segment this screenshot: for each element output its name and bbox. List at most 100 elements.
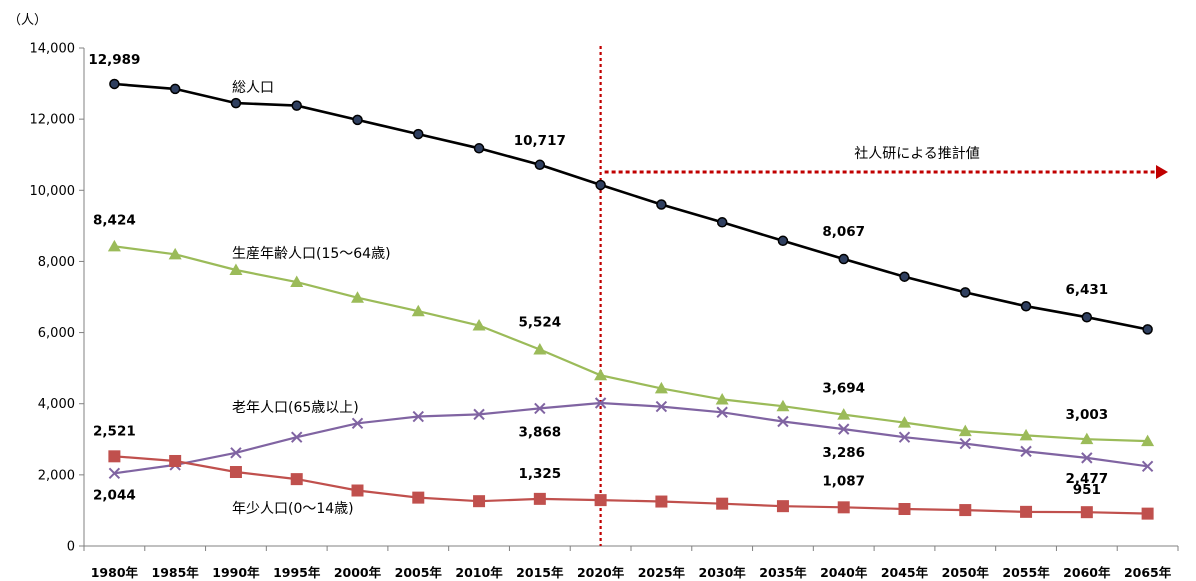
series-point (1020, 505, 1033, 518)
series-point (716, 406, 728, 418)
series-point (351, 484, 364, 497)
series-line-2 (114, 401, 1148, 475)
series-point (715, 392, 729, 405)
x-tick-label: 2015年 (516, 565, 564, 580)
series-line-3 (114, 455, 1148, 515)
series-point (594, 494, 607, 507)
data-label: 3,003 (1065, 407, 1108, 423)
data-label: 8,424 (93, 212, 136, 228)
series-name-label: 老年人口(65歳以上) (232, 400, 359, 416)
x-tick-label: 2040年 (820, 565, 868, 580)
x-tick-label: 2065年 (1124, 565, 1172, 580)
x-tick-label: 2055年 (1002, 565, 1050, 580)
x-tick-label: 2050年 (942, 565, 990, 580)
series-point (229, 263, 243, 275)
x-tick-label: 2000年 (334, 565, 382, 580)
x-tick-label: 2030年 (699, 565, 747, 580)
series-point (838, 253, 849, 265)
series-point (1141, 507, 1154, 520)
series-point (1080, 506, 1093, 519)
y-tick-label: 6,000 (38, 326, 75, 341)
series-point (533, 492, 546, 505)
forecast-arrow-head (1156, 165, 1168, 179)
x-axis: 1980年 1985年 1990年 1995年 2000年 2005年 2010年 2015年… (83, 545, 1179, 580)
series-point (1019, 428, 1033, 441)
series-line-0 (114, 82, 1148, 331)
forecast-annotation: 社人研による推計値 (599, 46, 1168, 546)
series-point (595, 179, 606, 191)
series-point (1142, 324, 1153, 335)
series-name-label: 総人口 (232, 80, 274, 96)
data-label: 2,477 (1065, 471, 1108, 487)
series-point (654, 381, 668, 394)
y-tick-label: 12,000 (30, 113, 76, 128)
y-tick-label: 8,000 (38, 255, 75, 270)
series-point (837, 501, 850, 514)
series-point (169, 454, 182, 467)
series-name-label: 年少人口(0～14歳) (232, 501, 354, 517)
series-point (412, 410, 424, 423)
series-point (898, 416, 911, 428)
x-tick-label: 2010年 (455, 565, 503, 580)
series-point (1081, 452, 1093, 464)
series-point (594, 368, 608, 381)
series-point (473, 143, 485, 154)
series-point (229, 466, 242, 479)
series-point (534, 159, 546, 171)
series-point (1020, 300, 1032, 312)
data-label: 8,067 (822, 224, 865, 240)
series-point (898, 503, 911, 516)
x-tick-label: 1980年 (91, 565, 139, 580)
data-label: 3,286 (822, 445, 865, 461)
data-label: 3,694 (822, 381, 865, 397)
series-point (716, 497, 729, 510)
y-axis-unit: （人） (8, 13, 47, 28)
y-tick-label: 14,000 (30, 42, 76, 57)
series-point (1141, 460, 1154, 473)
x-tick-label: 1990年 (212, 565, 260, 580)
series-point (655, 400, 668, 413)
series-point (413, 128, 424, 140)
series-point (1020, 445, 1032, 458)
x-tick-label: 2025年 (638, 565, 686, 580)
series-point (898, 431, 911, 443)
series-point (594, 397, 607, 409)
series-point (1081, 311, 1093, 323)
series-point (351, 417, 364, 429)
x-tick-label: 2060年 (1063, 565, 1111, 580)
series-point (960, 287, 971, 298)
series-point (534, 402, 546, 415)
series-point (108, 467, 121, 479)
series-markers (107, 78, 1155, 520)
series-point (352, 114, 363, 126)
forecast-annotation-label: 社人研による推計値 (854, 146, 980, 162)
x-tick-label: 1985年 (152, 565, 200, 580)
series-point (776, 500, 789, 513)
x-tick-label: 1995年 (273, 565, 321, 580)
series-point (656, 199, 667, 210)
series-point (169, 83, 181, 95)
series-point (230, 97, 242, 109)
y-tick-label: 4,000 (38, 397, 75, 412)
y-tick-label: 0 (67, 540, 75, 555)
data-label: 2,521 (93, 423, 136, 439)
series-point (959, 504, 972, 517)
data-label: 1,325 (518, 466, 561, 482)
series-point (109, 78, 120, 90)
data-label: 6,431 (1065, 282, 1108, 298)
data-label: 5,524 (518, 315, 561, 331)
series-point (290, 473, 303, 486)
y-axis: 0 2,000 4,000 6,000 8,000 10,000 12,000 14,000 (30, 42, 85, 555)
series-point (351, 291, 364, 303)
series-point (777, 235, 789, 247)
series-point (899, 271, 910, 282)
series-lines (114, 82, 1148, 515)
series-point (777, 415, 789, 428)
data-label: 12,989 (88, 52, 140, 68)
y-tick-label: 2,000 (38, 468, 75, 483)
data-label: 2,044 (93, 487, 136, 503)
series-point (533, 343, 547, 355)
series-point (412, 491, 425, 504)
